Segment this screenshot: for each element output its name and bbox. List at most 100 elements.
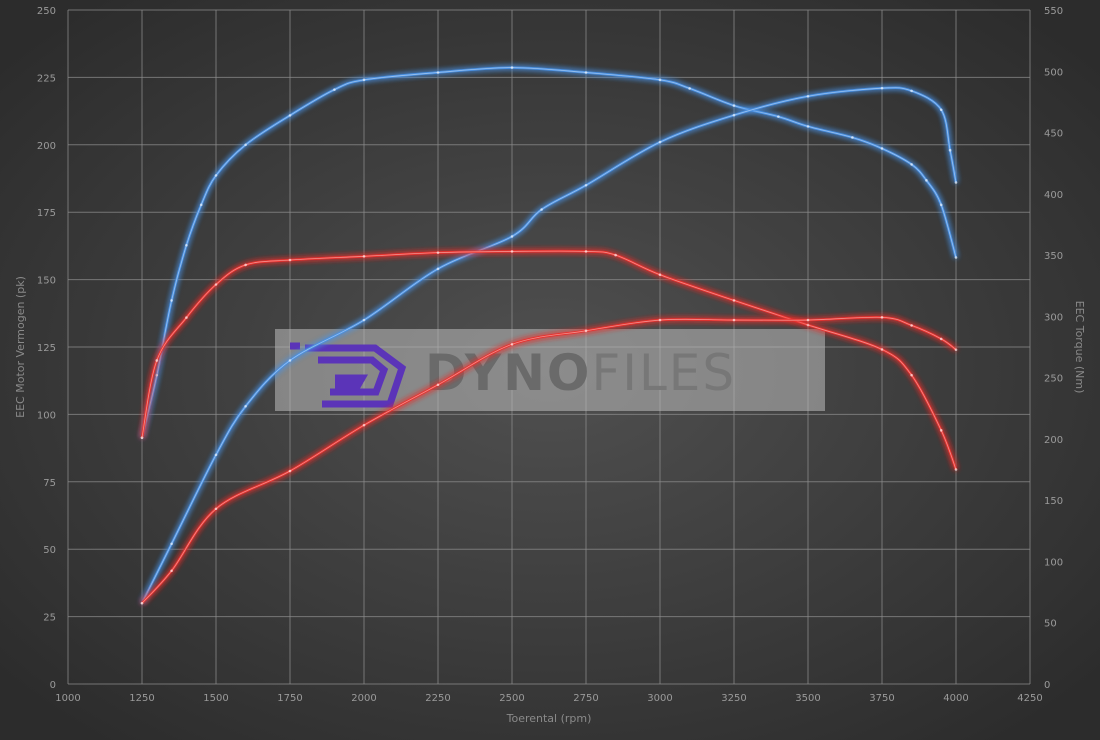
data-point — [910, 163, 913, 166]
data-point — [954, 256, 958, 259]
y-right-tick-label: 450 — [1044, 129, 1063, 140]
data-point — [170, 299, 173, 302]
data-point — [510, 343, 514, 346]
x-tick-label: 1750 — [277, 693, 302, 704]
tick-labels: 1000 1250 1500 1750 2000 2250 2500 2750 3000 3250… — [37, 6, 1063, 704]
data-point — [910, 373, 913, 377]
data-point — [214, 507, 218, 511]
y-left-tick-label: 225 — [37, 73, 56, 84]
x-tick-label: 3250 — [721, 693, 746, 704]
data-point — [362, 78, 366, 82]
y-left-tick-label: 100 — [37, 410, 56, 421]
data-point — [510, 235, 514, 238]
y-right-tick-label: 100 — [1044, 557, 1063, 568]
data-point — [954, 348, 958, 351]
series-stock-power — [140, 315, 958, 605]
data-point — [199, 203, 203, 207]
data-point — [939, 337, 943, 341]
data-point — [288, 359, 292, 362]
data-point — [362, 423, 366, 427]
x-tick-label: 2000 — [351, 693, 376, 704]
x-tick-label: 1000 — [55, 693, 80, 704]
data-point — [688, 87, 691, 90]
y-left-tick-label: 150 — [37, 276, 56, 287]
data-point — [777, 115, 780, 118]
data-point — [806, 94, 810, 98]
y-right-tick-label: 0 — [1044, 680, 1050, 691]
data-point — [939, 203, 943, 207]
x-tick-label: 2250 — [425, 693, 450, 704]
data-point — [948, 148, 952, 152]
watermark-banner — [275, 329, 825, 411]
y-left-tick-label: 75 — [43, 478, 56, 489]
x-tick-label: 3500 — [795, 693, 820, 704]
series-highlight-stock-power — [141, 316, 957, 604]
y-right-tick-label: 200 — [1044, 435, 1063, 446]
data-point — [214, 453, 218, 457]
data-point — [288, 469, 292, 473]
y-right-tick-label: 550 — [1044, 6, 1063, 17]
y-left-tick-label: 125 — [37, 343, 56, 354]
y-left-tick-label: 50 — [43, 545, 56, 556]
data-point — [732, 299, 736, 302]
y-axis-right-label: EEC Torque (Nm) — [1073, 301, 1086, 394]
data-point — [510, 250, 514, 253]
x-tick-label: 3000 — [647, 693, 672, 704]
data-point — [910, 89, 913, 93]
data-point — [584, 183, 588, 187]
y-left-tick-label: 200 — [37, 141, 56, 152]
data-point — [910, 324, 913, 327]
data-point — [584, 250, 588, 253]
y-axis-left-label: EEC Motor Vermogen (pk) — [14, 276, 27, 418]
data-point — [658, 318, 662, 322]
y-right-tick-label: 400 — [1044, 190, 1063, 201]
y-right-tick-label: 350 — [1044, 251, 1063, 262]
data-point — [925, 179, 928, 182]
data-point — [851, 136, 854, 139]
data-point — [732, 318, 736, 322]
data-point — [244, 405, 247, 408]
watermark-text: DYNOFILES — [425, 344, 736, 402]
data-point — [436, 267, 440, 271]
data-point — [584, 329, 588, 333]
data-point — [939, 429, 943, 432]
data-point — [214, 174, 218, 177]
watermark: DYNOFILES — [275, 329, 825, 411]
data-point — [806, 323, 810, 327]
x-tick-label: 2500 — [499, 693, 524, 704]
data-point — [732, 113, 736, 117]
x-tick-label: 1500 — [203, 693, 228, 704]
data-point — [880, 316, 884, 319]
y-right-tick-label: 250 — [1044, 374, 1063, 385]
data-point — [244, 263, 247, 267]
data-point — [155, 359, 159, 362]
data-point — [880, 348, 884, 351]
data-point — [288, 258, 292, 262]
data-point — [510, 66, 514, 69]
data-point — [658, 140, 662, 144]
data-point — [436, 251, 440, 254]
dynofiles-logo — [290, 342, 407, 408]
data-point — [540, 208, 543, 211]
series-stock-torque — [140, 249, 958, 471]
y-left-tick-label: 25 — [43, 613, 56, 624]
data-point — [362, 255, 366, 258]
data-point — [436, 71, 440, 74]
data-point — [185, 243, 188, 247]
data-point — [244, 143, 247, 147]
y-right-tick-label: 150 — [1044, 496, 1063, 507]
y-left-tick-label: 175 — [37, 208, 56, 219]
data-point — [170, 569, 173, 573]
y-right-tick-label: 500 — [1044, 67, 1063, 78]
data-point — [214, 283, 218, 286]
y-left-tick-label: 0 — [50, 680, 56, 691]
data-point — [806, 125, 810, 128]
series-tuned-torque — [140, 66, 958, 439]
x-axis-label: Toerental (rpm) — [506, 712, 592, 725]
data-point — [288, 114, 292, 117]
y-left-tick-label: 250 — [37, 6, 56, 17]
data-point — [806, 318, 810, 322]
data-point — [880, 86, 884, 90]
data-point — [658, 273, 662, 276]
data-point — [614, 253, 617, 257]
